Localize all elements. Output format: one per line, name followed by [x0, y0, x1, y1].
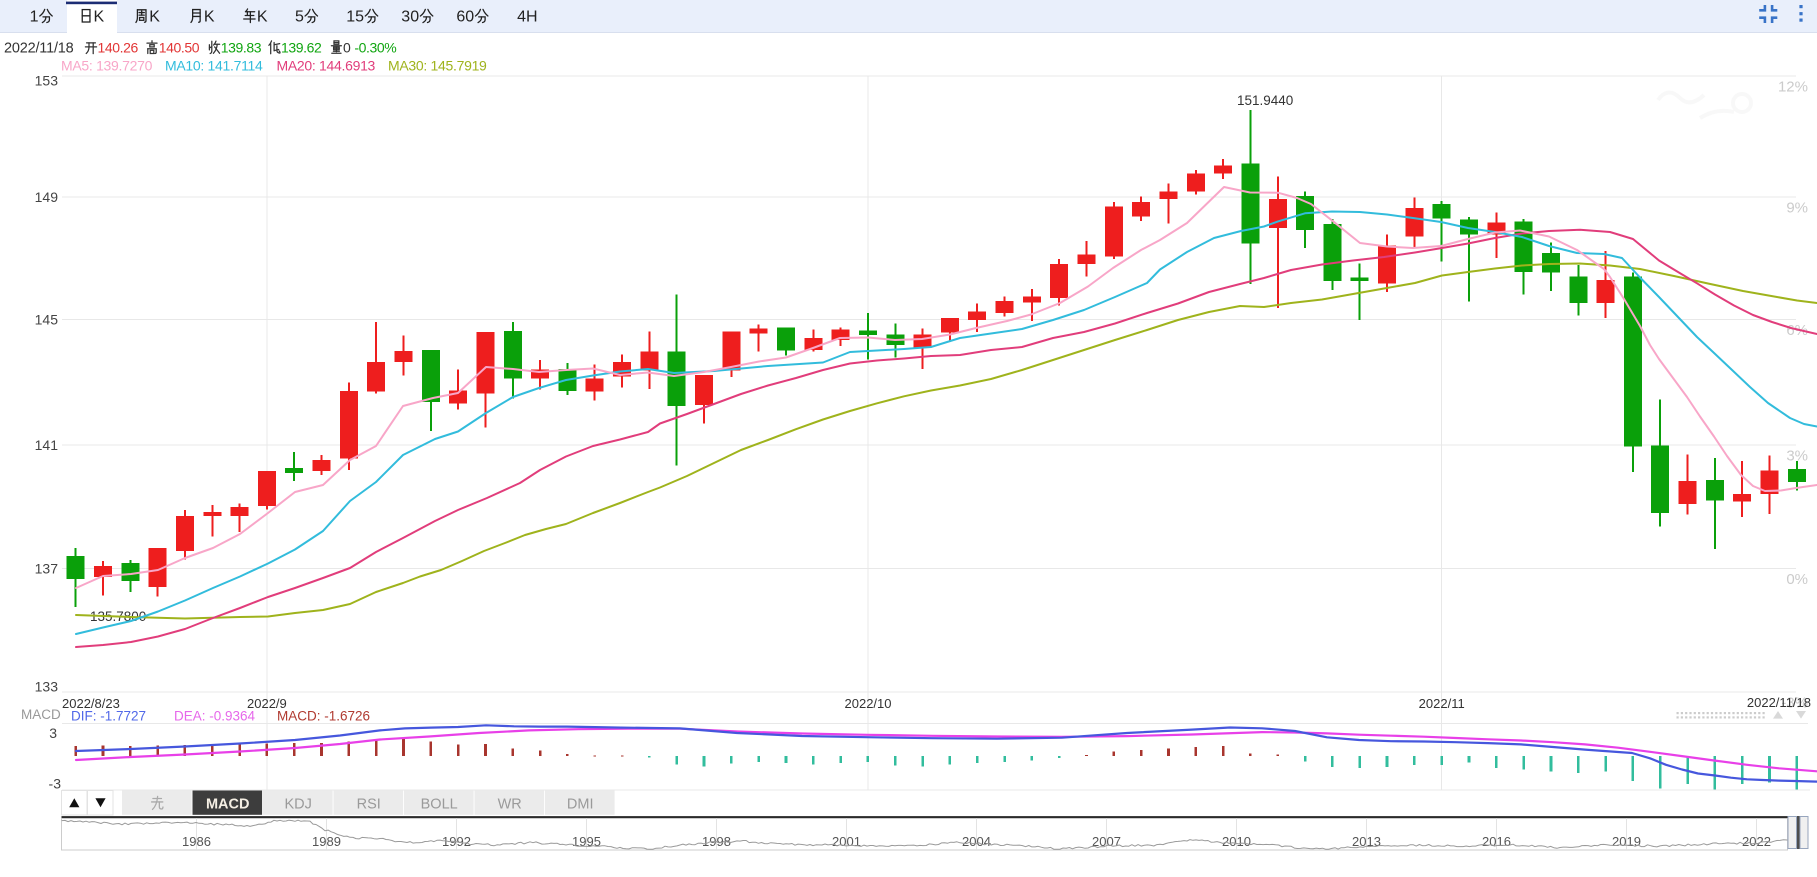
svg-text:2022/8/23: 2022/8/23: [62, 696, 120, 711]
svg-text:2004: 2004: [962, 834, 991, 849]
svg-text:137: 137: [35, 560, 59, 576]
svg-text:MACD: MACD: [21, 707, 61, 722]
svg-text:K: K: [204, 9, 215, 26]
svg-text:BOLL: BOLL: [421, 797, 458, 813]
svg-text:1989: 1989: [312, 834, 341, 849]
svg-text:151.9440: 151.9440: [1237, 93, 1293, 108]
svg-text:MACD: -1.6726: MACD: -1.6726: [277, 709, 370, 724]
svg-text:2022: 2022: [1742, 834, 1771, 849]
svg-text:149: 149: [35, 189, 59, 205]
svg-text:K: K: [149, 9, 160, 26]
svg-text:MACD: MACD: [206, 797, 250, 813]
svg-text:WR: WR: [498, 797, 522, 813]
svg-text:141: 141: [35, 437, 59, 453]
svg-text:2007: 2007: [1092, 834, 1121, 849]
svg-text:MA20: 144.6913: MA20: 144.6913: [277, 58, 376, 74]
svg-text:2013: 2013: [1352, 834, 1381, 849]
svg-text:-3%: -3%: [1781, 695, 1808, 712]
svg-text:60: 60: [456, 9, 474, 26]
svg-text:5: 5: [295, 9, 304, 26]
svg-text:15: 15: [346, 9, 364, 26]
svg-text:2022/11: 2022/11: [1419, 696, 1465, 711]
svg-text:K: K: [257, 9, 268, 26]
svg-text:KDJ: KDJ: [284, 797, 311, 813]
svg-text:-3: -3: [49, 775, 62, 791]
svg-text:2022/10: 2022/10: [845, 696, 892, 711]
svg-text:12%: 12%: [1778, 79, 1808, 96]
svg-text:145: 145: [35, 312, 59, 328]
svg-text:2022/11/18: 2022/11/18: [4, 41, 74, 57]
svg-text:2022/9: 2022/9: [247, 696, 287, 711]
svg-text:3%: 3%: [1786, 448, 1808, 465]
svg-text:2016: 2016: [1482, 834, 1511, 849]
svg-text:MA10: 141.7114: MA10: 141.7114: [165, 58, 263, 74]
svg-text:4H: 4H: [517, 9, 537, 26]
svg-text:DIF: -1.7727: DIF: -1.7727: [71, 709, 146, 724]
svg-text:1995: 1995: [572, 834, 601, 849]
svg-text:DMI: DMI: [567, 797, 594, 813]
svg-text:9%: 9%: [1786, 200, 1808, 217]
svg-text:133: 133: [35, 679, 59, 695]
svg-text:2001: 2001: [832, 834, 861, 849]
svg-text:2010: 2010: [1222, 834, 1251, 849]
svg-text:30: 30: [401, 9, 419, 26]
svg-text:RSI: RSI: [357, 797, 381, 813]
svg-text:MA30: 145.7919: MA30: 145.7919: [388, 58, 487, 74]
svg-text:-0.30%: -0.30%: [354, 40, 396, 56]
svg-text:3: 3: [49, 725, 57, 741]
svg-text:1: 1: [30, 9, 39, 26]
svg-text:140.26: 140.26: [98, 40, 139, 56]
svg-text:1986: 1986: [182, 834, 211, 849]
svg-text:K: K: [93, 9, 104, 26]
svg-text:153: 153: [35, 72, 59, 88]
svg-text:139.83: 139.83: [221, 40, 262, 56]
svg-text:139.62: 139.62: [281, 40, 322, 56]
svg-text:0: 0: [343, 40, 351, 56]
svg-text:6%: 6%: [1786, 322, 1808, 339]
svg-text:MA5: 139.7270: MA5: 139.7270: [61, 58, 153, 74]
svg-text:2019: 2019: [1612, 834, 1641, 849]
svg-text:0%: 0%: [1786, 571, 1808, 588]
svg-text:DEA: -0.9364: DEA: -0.9364: [174, 709, 256, 724]
svg-text:2022/11/18: 2022/11/18: [1747, 695, 1811, 710]
svg-text:140.50: 140.50: [159, 40, 200, 56]
